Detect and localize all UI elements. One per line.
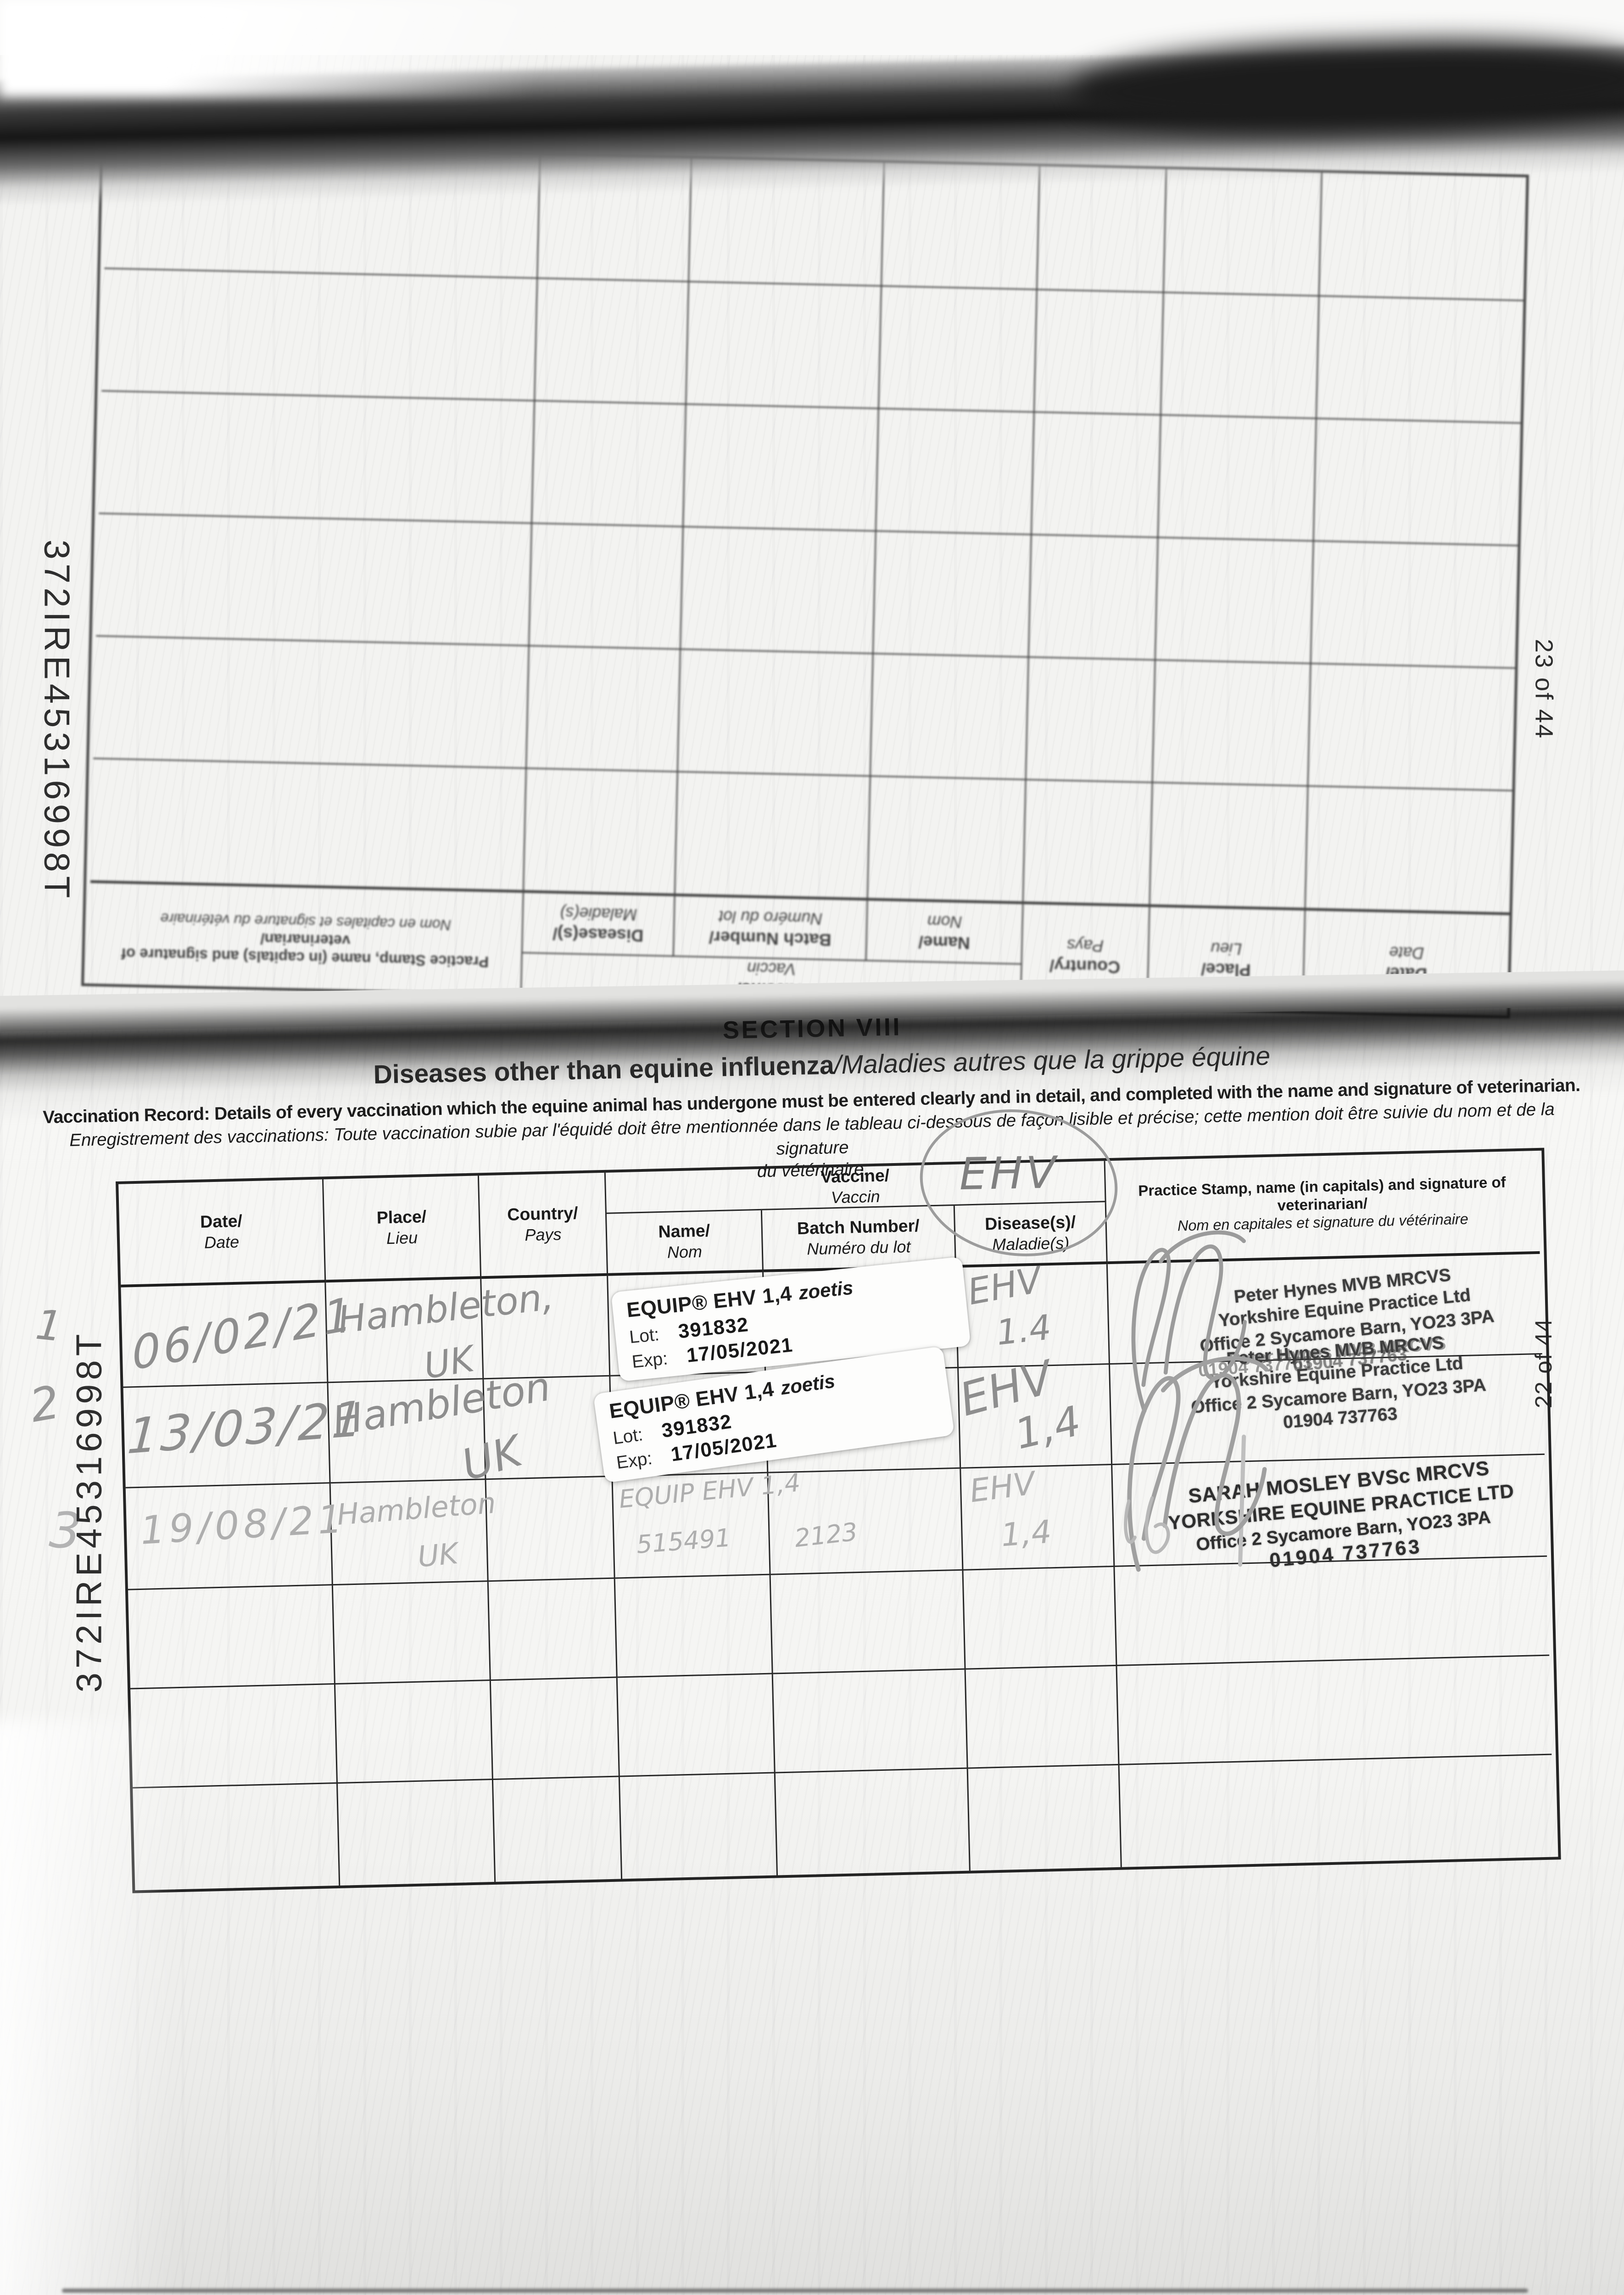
circled-annotation-text: EHV (959, 1146, 1059, 1201)
handwritten-vaccine-number: 515491 (635, 1524, 732, 1560)
header-cell-stamp: Practice Stamp, name (in capitals) and s… (88, 880, 523, 994)
passport-number-label-bottom: 372IRE45316998T (68, 1330, 110, 1693)
handwritten-date: 06/02/21 (130, 1286, 356, 1381)
row2-stamp-cell: 01904 737763 Peter Hynes MVB MRCVS Yorks… (1110, 1332, 1545, 1572)
handwritten-disease: EHV (965, 1260, 1045, 1315)
handwritten-date: 19/08/21 (139, 1496, 348, 1554)
passport-number-label-top: 372IRE45316998T (36, 539, 78, 902)
row3-date-cell: 19/08/21 (125, 1483, 348, 1590)
empty-cell (1304, 785, 1512, 912)
handwritten-country: UK (416, 1537, 460, 1574)
handwritten-row-number-1: 1 (33, 1301, 65, 1352)
empty-cell (128, 1585, 335, 1690)
header-cell-date: Date/ Date (118, 1179, 326, 1287)
header-cell-name: Name/ Nom (606, 1210, 764, 1276)
vaccination-table-top: Date/ Date Place/ Lieu Country/ Pays Vac… (81, 142, 1529, 1019)
top-vaccination-table-rotated: Date/ Date Place/ Lieu Country/ Pays Vac… (81, 119, 1529, 1019)
exp-label: Exp: (615, 1447, 653, 1473)
vaccine-brand: zoetis (797, 1276, 854, 1304)
row1-vaccine-name-cell: EQUIP® EHV 1,4 zoetis Lot: 391832 Exp: 17/0… (608, 1256, 971, 1382)
header-cell-disease: Disease(s)/ Maladie(s) (521, 890, 674, 956)
row3-stamp-cell: SARAH MOSLEY BVSc MRCVS YORKSHIRE EQUINE… (1112, 1434, 1547, 1573)
lot-number: 391832 (677, 1314, 750, 1344)
handwritten-batch-number: 2123 (793, 1518, 859, 1554)
exp-label: Exp: (631, 1348, 669, 1372)
row3-vaccine-name-cell: EQUIP EHV 1,4 515491 (613, 1469, 802, 1579)
header-cell-place: Place/ Lieu (324, 1175, 482, 1283)
header-cell-batch: Batch Number/ Numéro du lot (672, 893, 867, 960)
lot-label: Lot: (612, 1423, 644, 1449)
header-cell-name: Name/ Nom (865, 898, 1022, 963)
row1-date-cell: 06/02/21 (121, 1282, 356, 1388)
signature-icon (1127, 1356, 1269, 1572)
handwritten-disease: EHV (967, 1466, 1038, 1511)
lot-label: Lot: (628, 1323, 660, 1348)
header-cell-country: Country/ Pays (479, 1172, 608, 1279)
vaccination-table: Date/ Date Place/ Lieu Country/ Pays Vac… (116, 1148, 1561, 1893)
pencil-signature-icon (1124, 1496, 1170, 1554)
handwritten-disease-strain: 1.4 (994, 1307, 1053, 1353)
row2-vaccine-name-cell: EQUIP® EHV 1,4 zoetis Lot: 391832 Exp: 17/0… (593, 1346, 955, 1483)
row2-place-cell: Hambleton UK (328, 1363, 554, 1491)
handwritten-disease-strain: 1,4 (999, 1515, 1053, 1555)
handwritten-place: Hambleton (335, 1486, 497, 1532)
scan-corner-highlight (0, 0, 633, 96)
page-number-label-top: 23 of 44 (1530, 638, 1558, 740)
page-bottom-edge (62, 2289, 1528, 2293)
row3-country-cell (486, 1477, 615, 1582)
row2-date-cell: 13/03/21 (123, 1383, 367, 1489)
scan-corner-highlight-bottom (0, 1720, 176, 2295)
row3-place-cell: Hambleton UK (330, 1480, 497, 1586)
vaccine-brand: zoetis (779, 1369, 837, 1399)
